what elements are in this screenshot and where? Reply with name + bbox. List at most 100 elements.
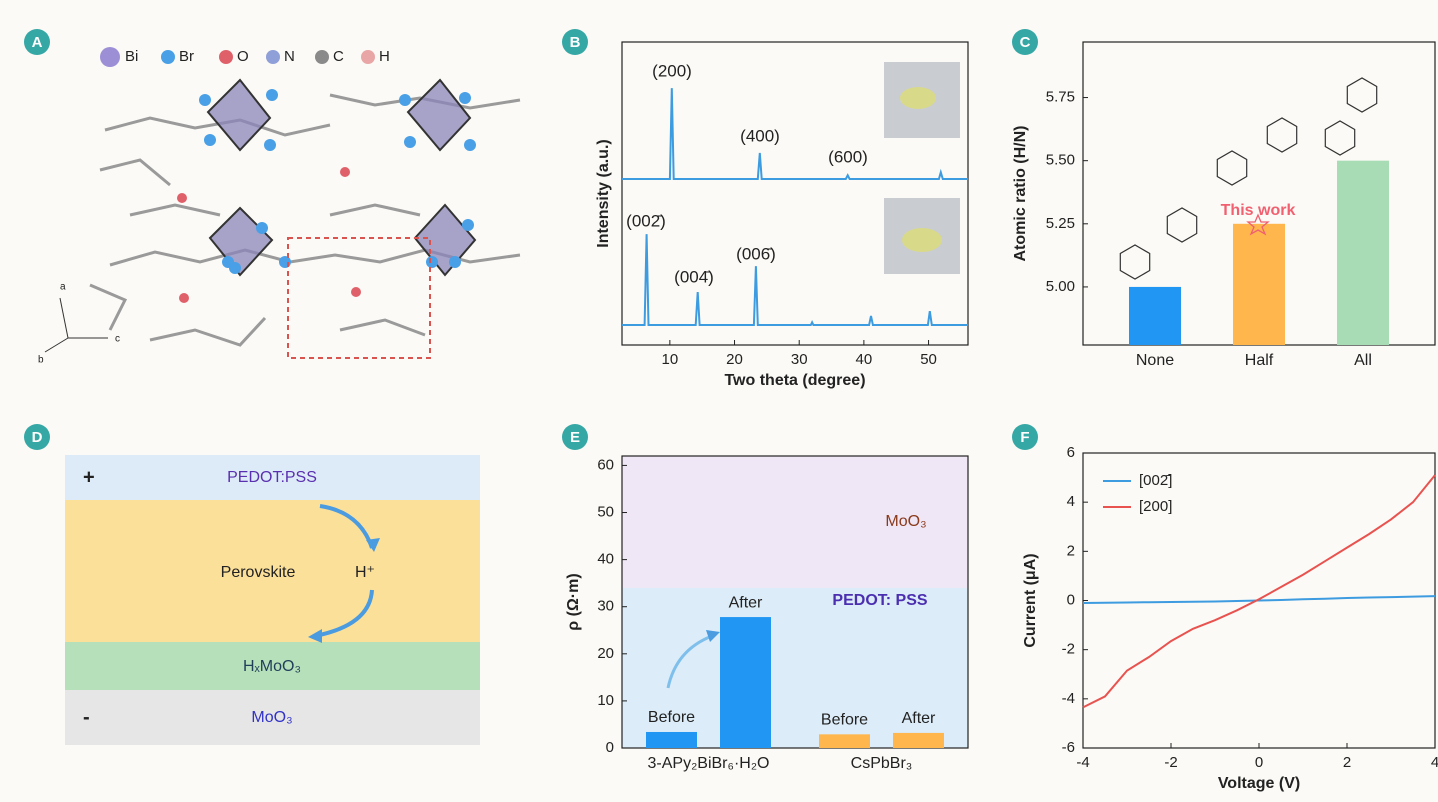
x-tick-label: 30 [791, 351, 808, 368]
x-tick-label: 0 [1255, 754, 1263, 771]
x-tick-label: 3-APy₂BiBr₆·H₂O [648, 755, 770, 772]
crystal [900, 87, 936, 109]
bar-label: After [902, 710, 936, 727]
bar [646, 732, 697, 748]
octahedra [208, 80, 475, 275]
y-tick-label: 5.75 [1046, 89, 1075, 106]
x-tick-label: -4 [1076, 754, 1089, 771]
x-tick-label: 20 [726, 351, 743, 368]
bar [893, 733, 944, 748]
y-tick-label: 6 [1067, 444, 1075, 461]
axis-a: a [60, 282, 66, 293]
molecule-ring [1347, 78, 1376, 112]
bar [1233, 224, 1285, 345]
annotation: (400) [740, 126, 780, 145]
x-tick-label: 10 [662, 351, 679, 368]
x-tick-label: None [1136, 352, 1174, 369]
x-axis-title: Voltage (V) [1218, 775, 1300, 792]
data-line [1083, 475, 1435, 707]
x-tick-label: -2 [1164, 754, 1177, 771]
annotation: (006̄) [736, 244, 776, 263]
y-tick-label: 5.50 [1046, 152, 1075, 169]
y-tick-label: 50 [597, 503, 614, 520]
legend-atom [219, 50, 233, 64]
bar [819, 734, 870, 748]
figure: a b c + PEDOT:PSS Perovskite H⁺ HₓMoO₃ -… [0, 0, 1438, 802]
y-tick-label: -6 [1062, 739, 1075, 756]
axis-triad [45, 298, 108, 352]
molecule-ring [1120, 245, 1149, 279]
layer-label: Perovskite [221, 564, 296, 581]
annotation: (004̄) [674, 267, 714, 286]
bar-label: Before [821, 712, 868, 729]
molecule-ring [1325, 121, 1354, 155]
bar-label: Before [648, 709, 695, 726]
y-tick-label: 30 [597, 598, 614, 615]
molecule-ring [1217, 151, 1246, 185]
annotation: (002̄) [626, 211, 666, 230]
ion-label: H⁺ [355, 564, 375, 581]
legend-atom [266, 50, 280, 64]
x-axis-title: Two theta (degree) [724, 372, 865, 389]
y-tick-label: 5.25 [1046, 215, 1075, 232]
legend-label: N [284, 48, 295, 65]
legend-atom [315, 50, 329, 64]
legend-label: H [379, 48, 390, 65]
panel-label: E [570, 429, 580, 446]
annotation: (200) [652, 61, 692, 80]
crystal [902, 228, 942, 252]
y-axis-title: Current (μA) [1022, 553, 1039, 647]
region-label: MoO₃ [885, 513, 926, 530]
legend-label: O [237, 48, 249, 65]
legend-atom [100, 47, 120, 67]
y-tick-label: 5.00 [1046, 278, 1075, 295]
x-tick-label: All [1354, 352, 1372, 369]
y-tick-label: 20 [597, 645, 614, 662]
unit-box [288, 238, 430, 358]
axis-b: b [38, 355, 44, 366]
panel-label: A [32, 34, 43, 51]
y-tick-label: -4 [1062, 690, 1075, 707]
y-axis-title: ρ (Ω·m) [565, 573, 582, 630]
y-tick-label: 60 [597, 456, 614, 473]
x-tick-label: 4 [1431, 754, 1438, 771]
legend-label: [002̄] [1139, 472, 1172, 489]
legend-atom [361, 50, 375, 64]
x-tick-label: 50 [920, 351, 937, 368]
panel-label: C [1020, 34, 1031, 51]
sign: + [83, 466, 95, 488]
y-tick-label: 0 [606, 739, 614, 756]
device-stack [65, 455, 480, 745]
molecule-ring [1267, 118, 1296, 152]
y-tick-label: 0 [1067, 591, 1075, 608]
legend-label: C [333, 48, 344, 65]
panel-label: F [1020, 429, 1029, 446]
x-tick-label: CsPbBr₃ [851, 755, 913, 772]
bar [720, 617, 771, 748]
annotation: This work [1221, 202, 1296, 219]
layer-label: HₓMoO₃ [243, 658, 301, 675]
region-label: PEDOT: PSS [832, 592, 927, 609]
layer-label: PEDOT:PSS [227, 469, 317, 486]
y-tick-label: 4 [1067, 493, 1075, 510]
y-axis-title: Atomic ratio (H/N) [1012, 126, 1029, 262]
y-tick-label: 10 [597, 692, 614, 709]
axis-c: c [115, 334, 120, 345]
panel-label: D [32, 429, 43, 446]
page: {"panel_labels":["A","B","C","D","E","F"… [0, 0, 1438, 802]
legend-label: Bi [125, 48, 138, 65]
molecule-ring [1167, 208, 1196, 242]
y-axis-title: Intensity (a.u.) [595, 139, 612, 247]
legend-label: Br [179, 48, 194, 65]
legend-atom [161, 50, 175, 64]
x-tick-label: 40 [856, 351, 873, 368]
bar [1337, 161, 1389, 345]
annotation: (600) [828, 147, 868, 166]
layer-label: MoO₃ [251, 709, 292, 726]
y-tick-label: -2 [1062, 641, 1075, 658]
sign: - [83, 706, 90, 728]
x-tick-label: Half [1245, 352, 1274, 369]
y-tick-label: 2 [1067, 542, 1075, 559]
bar-label: After [729, 594, 763, 611]
panel-label: B [570, 34, 581, 51]
